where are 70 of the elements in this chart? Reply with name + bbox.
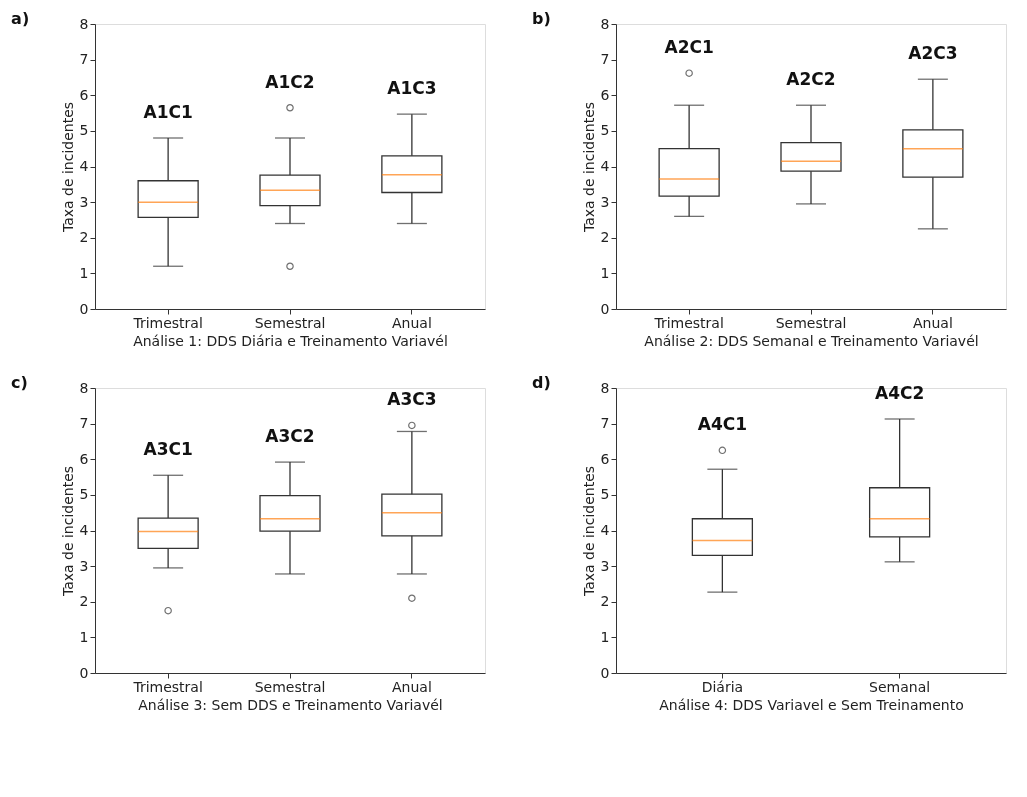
y-tick-label: 4: [600, 522, 610, 538]
y-tick-label: 4: [79, 522, 89, 538]
y-tick-label: 6: [79, 86, 89, 103]
y-axis-title: Taxa de incidentes: [580, 101, 597, 234]
y-tick-label: 1: [600, 264, 610, 281]
annotation: A2C1: [664, 37, 714, 58]
y-tick-label: 3: [600, 557, 610, 574]
y-tick-label: 6: [79, 450, 89, 467]
y-axis-title: Taxa de incidentes: [580, 465, 597, 598]
y-tick-label: 2: [79, 593, 89, 610]
y-tick-label: 6: [600, 450, 610, 467]
y-tick-label: 5: [600, 486, 610, 503]
annotation: A4C2: [874, 382, 925, 403]
x-tick-label: Anual: [391, 678, 432, 695]
y-tick-label: 6: [600, 86, 610, 103]
y-tick-label: 8: [600, 15, 610, 32]
y-tick-label: 0: [79, 300, 89, 317]
y-axis-title: Taxa de incidentes: [59, 465, 76, 598]
y-tick-label: 7: [600, 415, 610, 432]
x-tick-label: Semestral: [254, 314, 326, 331]
annotation: A3C3: [387, 389, 437, 410]
y-tick-label: 1: [79, 628, 89, 645]
y-tick-label: 5: [600, 122, 610, 139]
y-tick-label: 7: [79, 415, 89, 432]
annotation: A1C1: [143, 102, 193, 122]
y-tick-label: 1: [600, 628, 610, 645]
chart-title: b): [532, 9, 551, 28]
y-tick-label: 2: [600, 229, 610, 246]
y-tick-label: 1: [79, 264, 89, 281]
annotation: A3C1: [143, 439, 193, 460]
y-tick-label: 3: [79, 193, 89, 210]
x-tick-label: Semanal: [869, 678, 931, 695]
x-axis-title: Análise 3: Sem DDS e Treinamento Variavél: [138, 696, 443, 713]
annotation: A4C1: [697, 414, 748, 435]
y-tick-label: 3: [600, 193, 610, 210]
x-tick-label: Trimestral: [653, 314, 724, 331]
y-tick-label: 5: [79, 122, 89, 139]
y-tick-label: 8: [600, 379, 610, 396]
y-axis-title: Taxa de incidentes: [59, 101, 76, 234]
x-tick-label: Anual: [912, 314, 953, 331]
y-tick-label: 0: [600, 300, 610, 317]
y-tick-label: 4: [79, 158, 89, 174]
x-tick-label: Semestral: [775, 314, 847, 331]
annotation: A2C3: [908, 43, 958, 64]
x-tick-label: Semestral: [254, 678, 326, 695]
y-tick-label: 4: [600, 158, 610, 174]
x-tick-label: Trimestral: [132, 314, 203, 331]
y-tick-label: 5: [79, 486, 89, 503]
y-tick-label: 8: [79, 15, 89, 32]
y-tick-label: 2: [79, 229, 89, 246]
y-tick-label: 7: [600, 51, 610, 68]
chart-title: d): [532, 373, 551, 392]
x-tick-label: Diária: [701, 678, 744, 695]
chart-title: c): [11, 373, 28, 392]
x-tick-label: Anual: [391, 314, 432, 331]
chart-title: a): [11, 9, 30, 28]
annotation: A2C2: [786, 69, 836, 90]
y-tick-label: 8: [79, 379, 89, 396]
annotation: A1C2: [265, 71, 315, 92]
annotation: A3C2: [265, 426, 315, 447]
y-tick-label: 0: [79, 664, 89, 681]
y-tick-label: 3: [79, 557, 89, 574]
x-tick-label: Trimestral: [132, 678, 203, 695]
x-axis-title: Análise 1: DDS Diária e Treinamento Variavél: [133, 332, 448, 349]
x-axis-title: Análise 2: DDS Semanal e Treinamento Variavél: [644, 332, 979, 349]
annotation: A1C3: [387, 78, 437, 99]
y-tick-label: 2: [600, 593, 610, 610]
x-axis-title: Análise 4: DDS Variavel e Sem Treinamento: [659, 696, 964, 713]
y-tick-label: 7: [79, 51, 89, 68]
y-tick-label: 0: [600, 664, 610, 681]
